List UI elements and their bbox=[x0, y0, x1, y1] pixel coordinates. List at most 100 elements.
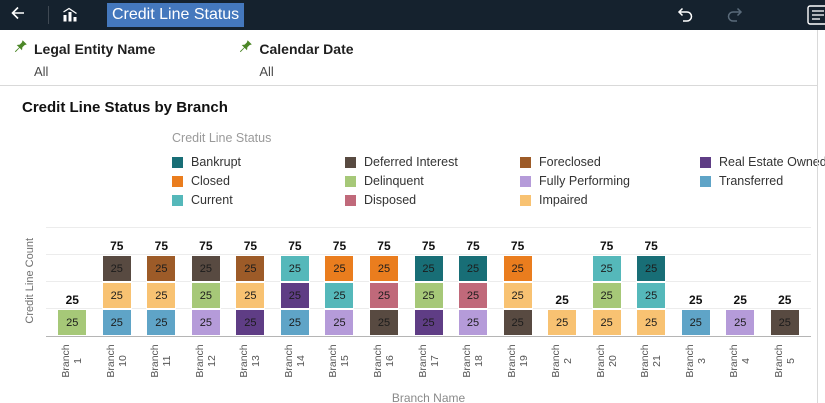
bar[interactable]: 25 25 25 bbox=[190, 255, 221, 336]
bar-segment[interactable]: 25 bbox=[413, 255, 444, 282]
legend-item[interactable]: Current bbox=[172, 191, 345, 209]
bar-column: 75 25 25 25 bbox=[228, 225, 273, 336]
legend-swatch bbox=[345, 194, 356, 206]
legend-label: Current bbox=[191, 193, 233, 207]
bar-segment[interactable]: 25 bbox=[413, 309, 444, 336]
legend-label: Deferred Interest bbox=[364, 155, 458, 169]
bar[interactable]: 25 25 25 bbox=[591, 255, 622, 336]
bar-segment[interactable]: 25 bbox=[324, 282, 355, 309]
legend-item[interactable]: Impaired bbox=[520, 191, 700, 209]
filter-value[interactable]: All bbox=[259, 64, 274, 79]
bar-segment[interactable]: 25 bbox=[279, 255, 310, 282]
bar-segment[interactable]: 25 bbox=[680, 309, 711, 336]
filter-label: Legal Entity Name bbox=[34, 40, 156, 57]
bar-segment[interactable]: 25 bbox=[279, 282, 310, 309]
bar-segment[interactable]: 25 bbox=[324, 255, 355, 282]
bar[interactable]: 25 bbox=[680, 309, 711, 336]
bar-segment[interactable]: 25 bbox=[636, 309, 667, 336]
bar-segment[interactable]: 25 bbox=[235, 282, 266, 309]
legend-item[interactable]: Delinquent bbox=[345, 172, 520, 190]
bar-total-label: 75 bbox=[599, 239, 614, 253]
bar-segment[interactable]: 25 bbox=[101, 255, 132, 282]
bar-segment[interactable]: 25 bbox=[769, 309, 800, 336]
undo-icon[interactable] bbox=[675, 7, 695, 23]
bar[interactable]: 25 25 25 bbox=[458, 255, 489, 336]
bar-segment[interactable]: 25 bbox=[57, 309, 88, 336]
toolbar-menu-icon[interactable] bbox=[807, 4, 825, 31]
legend-item[interactable]: Closed bbox=[172, 172, 345, 190]
bar-segment[interactable]: 25 bbox=[458, 255, 489, 282]
bar-segment[interactable]: 25 bbox=[502, 282, 533, 309]
bar-total-label: 25 bbox=[689, 293, 703, 307]
bar-segment[interactable]: 25 bbox=[502, 255, 533, 282]
bar-segment[interactable]: 25 bbox=[368, 309, 399, 336]
bar-segment[interactable]: 25 bbox=[591, 309, 622, 336]
x-tick: Branch 4 bbox=[718, 337, 763, 389]
bar-segment[interactable]: 25 bbox=[547, 309, 578, 336]
bar-segment[interactable]: 25 bbox=[190, 309, 221, 336]
back-arrow-icon[interactable] bbox=[10, 5, 34, 25]
workbook-title-selected[interactable]: Credit Line Status bbox=[107, 3, 245, 27]
bar-segment[interactable]: 25 bbox=[636, 282, 667, 309]
legend-item[interactable]: Deferred Interest bbox=[345, 153, 520, 171]
bar[interactable]: 25 25 25 bbox=[146, 255, 177, 336]
legend-label: Closed bbox=[191, 174, 230, 188]
top-app-bar: Credit Line Status bbox=[0, 0, 825, 30]
legend-item[interactable]: Foreclosed bbox=[520, 153, 700, 171]
filter-bar: Legal Entity Name All Calendar Date All bbox=[0, 30, 817, 86]
y-axis-title: Credit Line Count bbox=[24, 238, 36, 324]
bar-segment[interactable]: 25 bbox=[725, 309, 756, 336]
bar-segment[interactable]: 25 bbox=[368, 282, 399, 309]
bars-row: 25 25 75 25 25 25 75 25 25 25 75 25 25 25 75 25 25 25 75 25… bbox=[46, 225, 811, 336]
bar[interactable]: 25 25 25 bbox=[636, 255, 667, 336]
bar[interactable]: 25 bbox=[725, 309, 756, 336]
legend-swatch bbox=[345, 156, 356, 168]
bar-segment[interactable]: 25 bbox=[368, 255, 399, 282]
bar-segment[interactable]: 25 bbox=[458, 282, 489, 309]
bar-total-label: 25 bbox=[778, 293, 792, 307]
visualization-chart-icon[interactable] bbox=[48, 6, 79, 24]
bar[interactable]: 25 25 25 bbox=[101, 255, 132, 336]
bar-segment[interactable]: 25 bbox=[101, 309, 132, 336]
bar[interactable]: 25 25 25 bbox=[279, 255, 310, 336]
bar-segment[interactable]: 25 bbox=[413, 282, 444, 309]
legend-item[interactable]: Bankrupt bbox=[172, 153, 345, 171]
bar-segment[interactable]: 25 bbox=[235, 255, 266, 282]
bar-segment[interactable]: 25 bbox=[190, 255, 221, 282]
bar-segment[interactable]: 25 bbox=[279, 309, 310, 336]
bar-segment[interactable]: 25 bbox=[458, 309, 489, 336]
bar-segment[interactable]: 25 bbox=[190, 282, 221, 309]
bar[interactable]: 25 bbox=[547, 309, 578, 336]
bar-segment[interactable]: 25 bbox=[235, 309, 266, 336]
filter-value[interactable]: All bbox=[34, 64, 49, 79]
filter-legal-entity-name[interactable]: Legal Entity Name All bbox=[14, 39, 155, 79]
bar[interactable]: 25 bbox=[769, 309, 800, 336]
bar-segment[interactable]: 25 bbox=[591, 255, 622, 282]
legend-item[interactable]: Real Estate Owned bbox=[700, 153, 825, 171]
bar-column: 75 25 25 25 bbox=[184, 225, 229, 336]
redo-icon[interactable] bbox=[725, 7, 745, 23]
legend-item[interactable]: Disposed bbox=[345, 191, 520, 209]
legend-label: Foreclosed bbox=[539, 155, 601, 169]
bar[interactable]: 25 25 25 bbox=[368, 255, 399, 336]
bar-segment[interactable]: 25 bbox=[146, 255, 177, 282]
bar[interactable]: 25 25 25 bbox=[324, 255, 355, 336]
bar-segment[interactable]: 25 bbox=[636, 255, 667, 282]
bar-segment[interactable]: 25 bbox=[146, 282, 177, 309]
bar[interactable]: 25 25 25 bbox=[413, 255, 444, 336]
bar-total-label: 75 bbox=[332, 239, 347, 253]
filter-calendar-date[interactable]: Calendar Date All bbox=[239, 39, 354, 79]
bar-segment[interactable]: 25 bbox=[324, 309, 355, 336]
bar[interactable]: 25 25 25 bbox=[235, 255, 266, 336]
legend-label: Impaired bbox=[539, 193, 588, 207]
x-tick: Branch 21 bbox=[629, 337, 674, 389]
bar[interactable]: 25 bbox=[57, 309, 88, 336]
legend-item[interactable]: Fully Performing bbox=[520, 172, 700, 190]
bar-segment[interactable]: 25 bbox=[591, 282, 622, 309]
bar-segment[interactable]: 25 bbox=[101, 282, 132, 309]
bar-total-label: 75 bbox=[154, 239, 168, 253]
bar-segment[interactable]: 25 bbox=[502, 309, 533, 336]
bar[interactable]: 25 25 25 bbox=[502, 255, 533, 336]
legend-item[interactable]: Transferred bbox=[700, 172, 825, 190]
bar-segment[interactable]: 25 bbox=[146, 309, 177, 336]
